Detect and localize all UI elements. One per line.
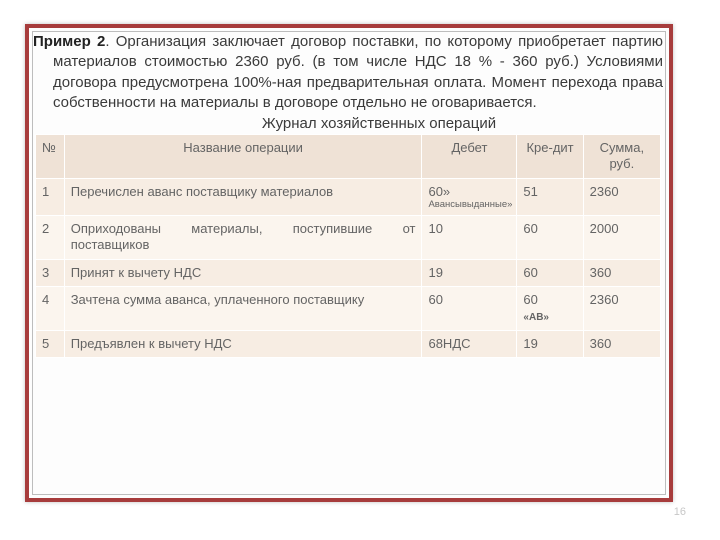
cell-sum: 2360	[583, 178, 660, 216]
table-row: 4Зачтена сумма аванса, уплаченного поста…	[36, 286, 661, 330]
table-row: 2Оприходованы материалы, поступившие от …	[36, 216, 661, 260]
cell-name: Принят к вычету НДС	[64, 259, 422, 286]
cell-name: Оприходованы материалы, поступившие от п…	[64, 216, 422, 260]
cell-num: 4	[36, 286, 65, 330]
cell-credit: 51	[517, 178, 583, 216]
table-row: 5Предъявлен к вычету НДС68НДС19360	[36, 330, 661, 357]
table-row: 3Принят к вычету НДС1960360	[36, 259, 661, 286]
table-row: 1Перечислен аванс поставщику материалов6…	[36, 178, 661, 216]
cell-debit: 60	[422, 286, 517, 330]
cell-debit: 60»Авансывыданные»	[422, 178, 517, 216]
cell-credit: 60	[517, 259, 583, 286]
cell-name: Перечислен аванс поставщику материалов	[64, 178, 422, 216]
example-text: . Организация заключает договор поставки…	[53, 33, 663, 111]
cell-credit: 60	[517, 216, 583, 260]
example-paragraph: Пример 2. Организация заключает договор …	[35, 32, 663, 113]
cell-num: 2	[36, 216, 65, 260]
cell-credit-sub: «АВ»	[523, 312, 549, 323]
cell-credit: 60«АВ»	[517, 286, 583, 330]
col-header-name: Название операции	[64, 135, 422, 179]
slide-content: Пример 2. Организация заключает договор …	[35, 32, 663, 358]
cell-credit: 19	[517, 330, 583, 357]
col-header-debit: Дебет	[422, 135, 517, 179]
cell-sum: 2360	[583, 286, 660, 330]
cell-num: 1	[36, 178, 65, 216]
example-label: Пример 2	[33, 33, 105, 50]
col-header-credit: Кре-дит	[517, 135, 583, 179]
cell-sum: 360	[583, 259, 660, 286]
operations-table: № Название операции Дебет Кре-дит Сумма,…	[35, 134, 661, 358]
journal-subtitle: Журнал хозяйственных операций	[35, 115, 663, 132]
cell-debit: 10	[422, 216, 517, 260]
page-number: 16	[674, 506, 686, 518]
cell-sum: 360	[583, 330, 660, 357]
cell-debit: 19	[422, 259, 517, 286]
col-header-sum: Сумма, руб.	[583, 135, 660, 179]
cell-debit-sub: Авансывыданные»	[428, 200, 510, 210]
cell-name: Предъявлен к вычету НДС	[64, 330, 422, 357]
cell-num: 5	[36, 330, 65, 357]
col-header-num: №	[36, 135, 65, 179]
cell-num: 3	[36, 259, 65, 286]
cell-name: Зачтена сумма аванса, уплаченного постав…	[64, 286, 422, 330]
table-header-row: № Название операции Дебет Кре-дит Сумма,…	[36, 135, 661, 179]
cell-debit: 68НДС	[422, 330, 517, 357]
cell-sum: 2000	[583, 216, 660, 260]
